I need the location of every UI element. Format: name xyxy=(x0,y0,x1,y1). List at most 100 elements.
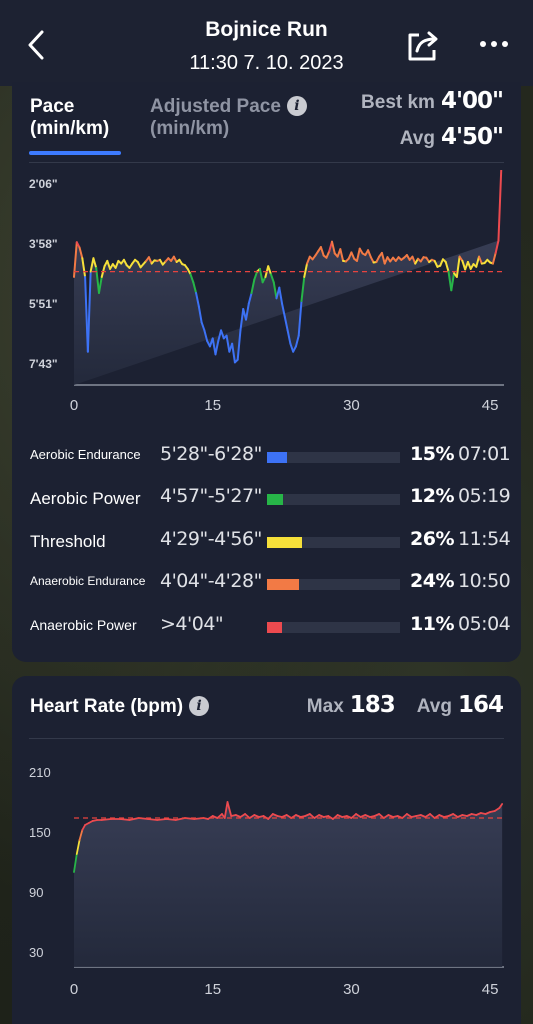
pace-line-segment xyxy=(306,255,311,265)
pace-line-segment xyxy=(331,240,336,255)
zone-row: Aerobic Power 4'57"-5'27" 12% 05:19 xyxy=(12,479,521,519)
zone-bar-track xyxy=(267,537,400,548)
zone-time: 07:01 xyxy=(458,443,511,465)
pace-line-segment xyxy=(497,169,503,242)
zone-bar-fill xyxy=(267,622,282,633)
zone-row: Anaerobic Endurance 4'04"-4'28" 24% 10:5… xyxy=(12,564,521,604)
hr-line-segment xyxy=(119,818,131,821)
heart-rate-title: Heart Rate (bpm) i xyxy=(30,696,210,718)
heart-rate-chart[interactable]: 210 150 90 30 0 15 30 45 xyxy=(12,746,521,1024)
pace-line-segment xyxy=(92,257,98,269)
pace-line-segment xyxy=(286,329,292,345)
zone-range: >4'04" xyxy=(160,613,224,635)
heart-rate-chart-svg: 210 150 90 30 0 15 30 45 xyxy=(29,765,504,998)
hr-line-segment xyxy=(216,813,223,819)
pace-line-segment xyxy=(197,305,203,324)
x-tick-label: 45 xyxy=(482,397,499,414)
pace-line-segment xyxy=(339,248,345,262)
pace-line-segment xyxy=(350,251,356,260)
y-tick-label: 210 xyxy=(29,765,51,780)
zone-name: Anaerobic Power xyxy=(30,617,137,633)
x-tick-label: 15 xyxy=(204,981,221,998)
pace-line-segment xyxy=(289,342,295,353)
x-tick-label: 45 xyxy=(482,981,499,998)
pace-line-segment xyxy=(355,247,361,262)
pace-line-segment xyxy=(147,256,153,265)
pace-line-segment xyxy=(81,257,87,278)
zone-time: 11:54 xyxy=(458,528,511,550)
hr-line-segment xyxy=(401,813,408,819)
zone-percent: 12% xyxy=(410,485,454,507)
y-tick-label: 90 xyxy=(29,885,43,900)
zone-bar-track xyxy=(267,494,400,505)
pace-line-segment xyxy=(455,255,461,278)
y-tick-label: 7'43" xyxy=(29,357,58,371)
pace-line-segment xyxy=(261,275,267,284)
pace-chart-svg: 2'06" 3'58" 5'51" 7'43" 0 15 30 45 xyxy=(29,169,504,414)
pace-line-segment xyxy=(217,329,223,343)
pace-line-segment xyxy=(189,273,195,284)
zone-name: Anaerobic Endurance xyxy=(30,574,146,588)
tab-adjusted-pace[interactable]: Adjusted Pace i (min/km) xyxy=(150,96,307,140)
hr-area xyxy=(74,802,503,967)
top-bar: Bojnice Run 11:30 7. 10. 2023 xyxy=(0,0,533,86)
info-icon[interactable]: i xyxy=(189,696,210,716)
heart-rate-stats: Max 183 Avg 164 xyxy=(306,692,504,718)
tab-pace[interactable]: Pace (min/km) xyxy=(30,96,110,139)
zone-range: 4'29"-4'56" xyxy=(160,528,262,550)
pace-line-segment xyxy=(303,262,309,278)
pace-line-segment xyxy=(250,278,256,294)
heart-rate-card: Heart Rate (bpm) i Max 183 Avg 164 210 150 90 3… xyxy=(12,676,521,1024)
pace-line-segment xyxy=(478,255,483,265)
share-icon[interactable] xyxy=(405,30,439,62)
pace-line-segment xyxy=(272,281,278,300)
hr-line-segment xyxy=(223,801,229,819)
hr-line-segment xyxy=(452,813,459,818)
pace-line-segment xyxy=(294,334,300,348)
hr-line-segment xyxy=(100,818,112,821)
pace-line-segment xyxy=(367,249,372,259)
y-tick-label: 150 xyxy=(29,825,51,840)
zone-row: Threshold 4'29"-4'56" 26% 11:54 xyxy=(12,522,521,562)
pace-line-segment xyxy=(247,291,253,305)
back-chevron-icon[interactable] xyxy=(22,28,56,62)
pace-line-segment xyxy=(114,259,120,269)
pace-line-segment xyxy=(292,345,297,353)
more-options-icon[interactable] xyxy=(478,34,512,54)
hr-line-segment xyxy=(248,814,256,819)
hr-line-segment xyxy=(267,813,274,820)
pace-line-segment xyxy=(200,321,206,332)
pace-line-segment xyxy=(380,251,386,265)
pace-line-segment xyxy=(258,267,264,284)
pace-line-segment xyxy=(433,259,439,268)
hr-line-segment xyxy=(406,813,413,818)
hr-line-segment xyxy=(165,818,177,821)
pace-line-segment xyxy=(253,270,259,281)
hr-line-segment xyxy=(350,813,357,819)
pace-line-segment xyxy=(450,272,456,292)
x-tick-label: 30 xyxy=(343,981,360,998)
x-tick-label: 30 xyxy=(343,397,360,414)
zone-row: Anaerobic Power >4'04" 11% 05:04 xyxy=(12,607,521,647)
pace-line-segment xyxy=(236,329,242,361)
avg-hr-value: 164 xyxy=(457,692,504,718)
hr-line-segment xyxy=(75,839,81,855)
pace-line-segment xyxy=(475,255,481,268)
info-icon[interactable]: i xyxy=(286,96,307,116)
pace-chart[interactable]: 2'06" 3'58" 5'51" 7'43" 0 15 30 45 xyxy=(12,169,521,420)
zone-bar-fill xyxy=(267,494,283,505)
zone-range: 4'04"-4'28" xyxy=(160,570,262,592)
hr-line-segment xyxy=(226,801,233,817)
hr-line-segment xyxy=(73,853,78,873)
hr-line-segment xyxy=(378,813,385,819)
zone-time: 10:50 xyxy=(458,570,511,592)
pace-card: Pace (min/km) Adjusted Pace i (min/km) Be… xyxy=(12,82,521,662)
pace-line-segment xyxy=(97,275,103,294)
pace-line-segment xyxy=(86,270,92,353)
zone-name: Threshold xyxy=(30,532,106,551)
activity-datetime: 11:30 7. 10. 2023 xyxy=(189,52,344,74)
hr-line-segment xyxy=(332,814,339,820)
pace-line-segment xyxy=(267,265,272,276)
active-tab-indicator xyxy=(29,151,121,155)
pace-line-segment xyxy=(186,267,192,276)
